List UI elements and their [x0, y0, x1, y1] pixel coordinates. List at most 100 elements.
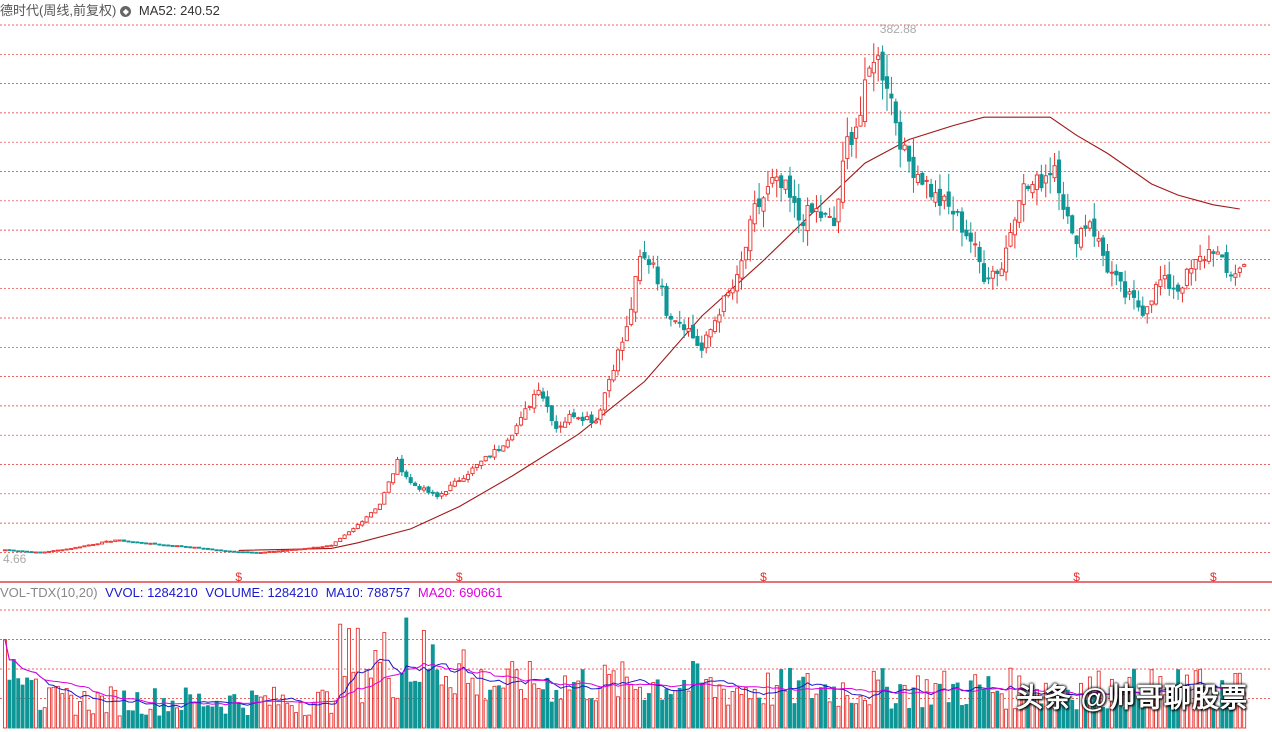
candle-body [845, 136, 850, 159]
volume-bar [902, 684, 907, 729]
volume-bar [796, 680, 801, 729]
volume-bar [554, 689, 559, 729]
ma52-value: 240.52 [180, 3, 220, 18]
settings-icon[interactable]: ◆ [120, 6, 132, 17]
candle-body [201, 547, 206, 550]
candle-body [188, 546, 193, 549]
candle-body [1043, 175, 1048, 184]
volume-bar [60, 693, 65, 729]
volume-bar [333, 700, 338, 729]
volume-bar [1008, 667, 1013, 729]
volume-bar [699, 682, 704, 729]
volume-header: VOL-TDX(10,20) VVOL: 1284210 VOLUME: 128… [0, 585, 502, 600]
volume-bar [175, 707, 179, 729]
volume-bar [708, 677, 713, 729]
volume-bar [682, 679, 687, 729]
volume-bar [289, 705, 294, 729]
candle-body [51, 550, 56, 553]
candle-body [1083, 225, 1088, 229]
volume-bar [179, 709, 184, 729]
candle-body [324, 545, 329, 548]
volume-bar [510, 661, 515, 729]
volume-bar [263, 695, 268, 729]
volume-bar [642, 699, 647, 729]
volume-bar [911, 687, 916, 729]
volume-bar [885, 686, 889, 729]
candle-body [880, 51, 885, 81]
volume-bar [82, 691, 87, 729]
volume-bar [457, 663, 462, 729]
candle-body [739, 260, 744, 279]
candle-body [717, 314, 722, 323]
candle-body [16, 550, 21, 553]
volume-bar [836, 705, 841, 729]
volume-bar [1101, 706, 1106, 729]
volume-bar [1118, 705, 1123, 729]
candle-body [642, 252, 647, 259]
candle-body [276, 550, 281, 553]
volume-bar [558, 698, 563, 729]
volume-bar [673, 690, 678, 729]
candle-body [990, 270, 995, 279]
volume-bar [16, 678, 21, 729]
candle-body [832, 217, 837, 227]
candle-body [726, 292, 731, 297]
candle-body [258, 552, 263, 554]
candle-body [1123, 281, 1128, 298]
candle-body [364, 516, 369, 523]
candle-body [686, 328, 691, 332]
volume-bar [585, 699, 590, 729]
candle-body [267, 551, 272, 553]
candle-body [1189, 268, 1194, 274]
candle-body [1127, 291, 1132, 295]
volume-bar [294, 712, 299, 729]
volume-bar [430, 644, 435, 729]
candle-body [430, 491, 435, 494]
candle-body [907, 145, 912, 162]
volume-bar [982, 689, 986, 729]
candle-body [346, 531, 352, 536]
volume-bar [770, 704, 775, 729]
volume-bar [461, 649, 466, 729]
candle-body [1162, 274, 1167, 280]
candle-body [461, 477, 466, 482]
volume-bar [593, 700, 598, 729]
volume-value: VOLUME: 1284210 [205, 585, 319, 600]
candle-body [929, 183, 934, 198]
volume-bar [1039, 703, 1044, 729]
volume-bar [386, 677, 391, 729]
volume-bar [280, 694, 285, 729]
candle-body [413, 482, 418, 487]
volume-bar [545, 677, 550, 729]
candle-body [1140, 305, 1145, 316]
watermark: 头条 @帅哥聊股票 [1016, 683, 1248, 713]
volume-bar [920, 707, 925, 729]
volume-bar [1162, 694, 1167, 729]
volume-bar [867, 704, 872, 729]
candle-body [1101, 237, 1106, 256]
candle-body [452, 480, 457, 487]
volume-bar [1154, 689, 1158, 729]
candle-body [465, 473, 471, 480]
volume-bar [360, 702, 365, 729]
volume-bar [104, 712, 109, 729]
volume-bar [223, 713, 228, 729]
volume-bar [483, 699, 488, 729]
candle-body [382, 492, 387, 505]
candle-body [1158, 279, 1163, 288]
volume-bar [126, 710, 131, 729]
candle-body [849, 131, 854, 145]
candle-body [580, 416, 585, 422]
volume-bar [633, 689, 638, 729]
volume-bar [915, 675, 920, 729]
volume-bar [1017, 675, 1022, 729]
volume-bar [1176, 669, 1181, 729]
volume-bar [990, 691, 995, 729]
volume-bar [1074, 709, 1079, 729]
volume-bar [1065, 689, 1070, 729]
volume-bar [479, 669, 484, 729]
volume-bar [404, 617, 409, 729]
volume-bar [1158, 676, 1163, 729]
volume-bar [157, 715, 162, 729]
